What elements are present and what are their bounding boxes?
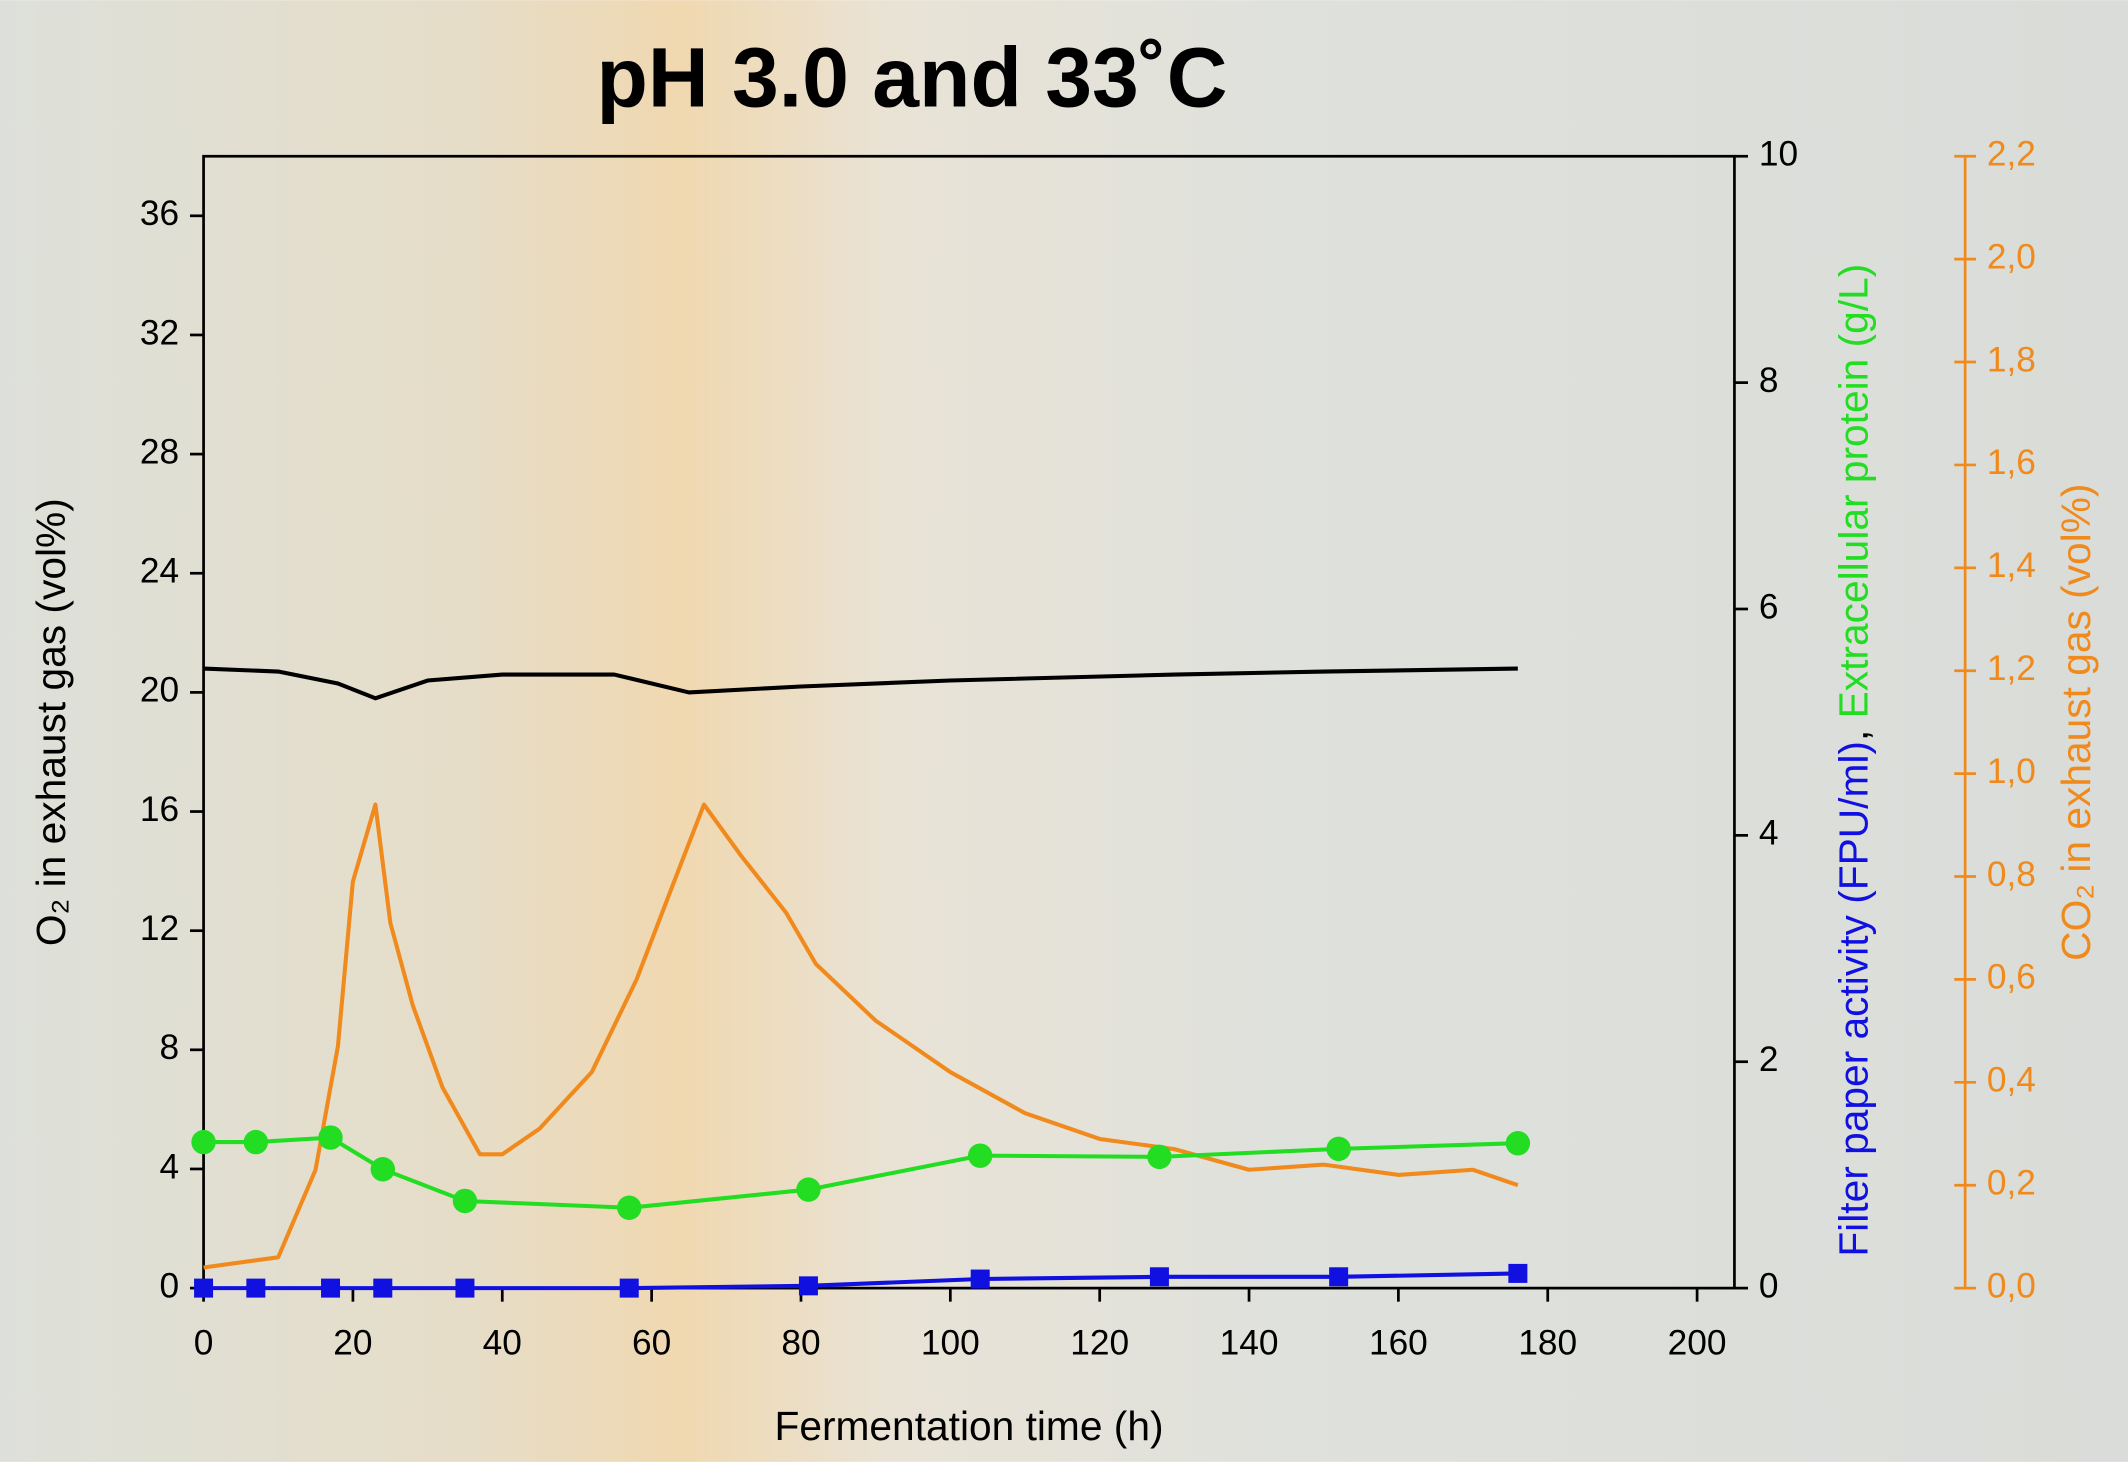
marker	[1505, 1131, 1531, 1156]
y2-axis-label-part: Extracellular protein (g/L)	[1830, 264, 1876, 719]
y-tick-label: 4	[160, 1147, 180, 1186]
marker	[318, 1125, 343, 1150]
y3-tick-label: 0,2	[1987, 1164, 2036, 1203]
x-axis-label: Fermentation time (h)	[774, 1403, 1163, 1449]
marker	[967, 1143, 993, 1168]
x-tick-label: 140	[1220, 1323, 1279, 1362]
marker	[243, 1129, 269, 1155]
y-tick-label: 24	[140, 552, 179, 591]
y3-tick-label: 1,6	[1987, 443, 2036, 482]
y2-axis-label-part: Filter paper activity (FPU/ml)	[1830, 741, 1876, 1257]
y-tick-label: 20	[140, 671, 179, 710]
marker	[194, 1278, 214, 1298]
chart-title: pH 3.0 and 33˚C	[596, 31, 1227, 125]
y2-tick-label: 10	[1759, 135, 1798, 174]
y3-tick-label: 0,6	[1987, 958, 2036, 997]
y3-tick-label: 1,2	[1987, 649, 2036, 688]
marker	[455, 1278, 475, 1298]
marker	[1508, 1263, 1528, 1283]
x-tick-label: 80	[781, 1323, 820, 1362]
x-tick-label: 200	[1668, 1323, 1727, 1362]
y3-tick-label: 1,4	[1987, 546, 2036, 585]
marker	[796, 1177, 821, 1202]
y3-tick-label: 0,4	[1987, 1061, 2036, 1100]
marker	[321, 1278, 341, 1298]
x-tick-label: 0	[194, 1323, 214, 1362]
y3-tick-label: 1,0	[1987, 752, 2036, 791]
y2-tick-label: 6	[1759, 587, 1779, 626]
x-tick-label: 120	[1070, 1323, 1129, 1362]
marker	[619, 1278, 639, 1298]
y3-axis-label: CO₂ in exhaust gas (vol%)	[2053, 484, 2099, 961]
marker	[617, 1195, 642, 1220]
marker	[1149, 1267, 1169, 1287]
marker	[452, 1188, 478, 1214]
y-axis-label: O₂ in exhaust gas (vol%)	[28, 498, 74, 946]
x-tick-label: 40	[483, 1323, 522, 1362]
y2-axis-label: Filter paper activity (FPU/ml), Extracel…	[1830, 264, 1876, 1257]
marker	[191, 1129, 216, 1155]
y-tick-label: 12	[140, 909, 179, 948]
y2-tick-label: 8	[1759, 361, 1779, 400]
marker	[246, 1278, 266, 1298]
marker	[798, 1276, 818, 1296]
x-tick-label: 20	[333, 1323, 372, 1362]
y-tick-label: 8	[160, 1028, 180, 1067]
marker	[1329, 1267, 1349, 1287]
marker	[370, 1157, 396, 1182]
series-line	[203, 666, 1518, 701]
y-tick-label: 0	[160, 1266, 180, 1305]
marker	[1147, 1144, 1172, 1170]
y2-tick-label: 2	[1759, 1040, 1779, 1079]
y-tick-label: 16	[140, 790, 179, 829]
x-tick-label: 160	[1369, 1323, 1428, 1362]
plot-frame	[202, 154, 1736, 1290]
marker	[373, 1278, 393, 1298]
marker	[970, 1269, 990, 1289]
y2-axis-label-part: ,	[1830, 718, 1876, 741]
x-tick-label: 180	[1518, 1323, 1577, 1362]
y2-tick-label: 0	[1759, 1266, 1779, 1305]
y3-tick-label: 2,2	[1987, 135, 2036, 174]
x-tick-label: 60	[632, 1323, 671, 1362]
x-tick-label: 100	[921, 1323, 980, 1362]
y3-tick-label: 2,0	[1987, 237, 2036, 276]
y3-tick-label: 1,8	[1987, 340, 2036, 379]
y3-tick-label: 0,8	[1987, 855, 2036, 894]
marker	[1326, 1136, 1351, 1162]
y2-tick-label: 4	[1759, 814, 1779, 853]
y3-tick-label: 0,0	[1987, 1266, 2036, 1305]
y-tick-label: 36	[140, 194, 179, 233]
y-tick-label: 28	[140, 432, 179, 471]
y-tick-label: 32	[140, 313, 179, 352]
